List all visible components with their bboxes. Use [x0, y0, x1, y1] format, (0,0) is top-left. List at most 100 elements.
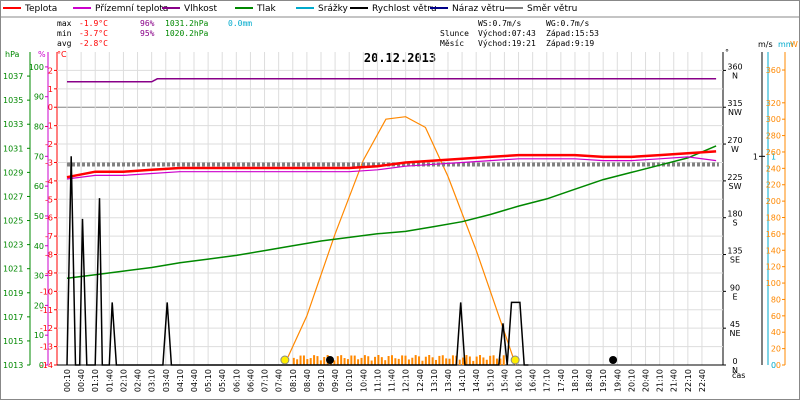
- solar-bar: [462, 357, 465, 365]
- solar-bar: [394, 358, 397, 365]
- x-tick-label: 11:40: [388, 369, 397, 392]
- pressure-line: [66, 145, 717, 280]
- pressure-tick-label: 1035: [3, 96, 23, 105]
- solar-bar: [363, 355, 366, 365]
- solar-bar: [323, 357, 326, 365]
- temperature-tick-label: -10: [40, 287, 53, 296]
- humidity-tick-label: 10: [34, 331, 44, 340]
- solar-bar: [407, 359, 410, 365]
- direction-tick-label: 45: [730, 320, 740, 329]
- temperature-tick-label: -8: [45, 251, 53, 260]
- solar-bar: [387, 356, 390, 365]
- solar-bar: [336, 356, 339, 365]
- stat-min-label: min: [57, 29, 72, 38]
- solar-bar: [411, 357, 414, 365]
- humidity-tick-label: 30: [34, 272, 44, 281]
- direction-tick-label: 270: [727, 136, 742, 145]
- direction-tick-label: 315: [727, 99, 742, 108]
- temperature-unit: °C: [57, 50, 67, 59]
- temperature-tick-label: 0: [48, 103, 53, 112]
- pressure-unit: hPa: [5, 50, 20, 59]
- sunset-marker: [510, 355, 520, 365]
- x-tick-label: 09:40: [331, 369, 340, 392]
- x-tick-label: 11:10: [373, 369, 382, 392]
- x-tick-label: 16:40: [529, 369, 538, 392]
- solar-bar: [357, 359, 360, 365]
- x-tick-label: 19:40: [613, 369, 622, 392]
- solar-bar: [492, 355, 495, 365]
- pressure-tick-label: 1025: [3, 217, 23, 226]
- solar-bar: [485, 359, 488, 365]
- temperature-tick-label: -4: [45, 177, 53, 186]
- pressure-tick-label: 1017: [3, 313, 23, 322]
- pressure-tick-label: 1019: [3, 289, 23, 298]
- x-tick-label: 08:10: [289, 369, 298, 392]
- rain-tick-label: 1: [771, 152, 776, 161]
- solar-bar: [353, 355, 356, 365]
- legend-bar: [0, 0, 800, 18]
- solar-tick-label: 20: [771, 345, 781, 354]
- solar-bar: [306, 359, 309, 365]
- solar-bar: [441, 355, 444, 365]
- solar-bar: [377, 355, 380, 365]
- x-tick-label: 06:10: [232, 369, 241, 392]
- solar-tick-label: 200: [766, 197, 781, 206]
- x-tick-label: 14:40: [472, 369, 481, 392]
- x-tick-label: 15:10: [486, 369, 495, 392]
- x-tick-label: 17:10: [543, 369, 552, 392]
- solar-bar: [374, 356, 377, 365]
- temperature-tick-label: -11: [40, 306, 53, 315]
- solar-bar: [316, 356, 319, 365]
- legend-label: Vlhkost: [184, 4, 217, 14]
- stat-max-hum: 96%: [140, 19, 155, 28]
- solar-tick-label: 180: [766, 214, 781, 223]
- solar-bar: [458, 359, 461, 365]
- moon-set: Západ:9:19: [546, 39, 594, 48]
- x-tick-label: 03:40: [162, 369, 171, 392]
- x-tick-label: 21:40: [670, 369, 679, 392]
- x-tick-label: 06:40: [246, 369, 255, 392]
- x-tick-label: 10:40: [359, 369, 368, 392]
- direction-tick-label: 0: [732, 357, 737, 366]
- x-tick-label: 20:10: [627, 369, 636, 392]
- x-tick-label: 13:10: [430, 369, 439, 392]
- solar-bar: [418, 356, 421, 365]
- solar-bar: [502, 355, 505, 365]
- humidity-tick-label: 0: [39, 361, 44, 370]
- temperature-tick-label: -1: [45, 122, 53, 131]
- stat-max-rain: 0.0mm: [228, 19, 252, 28]
- solar-bar: [472, 360, 475, 365]
- direction-unit: °: [725, 48, 729, 57]
- solar-tick-label: 0: [776, 361, 781, 370]
- direction-compass-label: NW: [728, 108, 742, 117]
- solar-bar: [414, 355, 417, 365]
- solar-tick-label: 300: [766, 115, 781, 124]
- moon-rise: Východ:19:21: [478, 39, 536, 48]
- wind-speed-info: WS:0.7m/s: [478, 19, 522, 28]
- humidity-tick-label: 70: [34, 152, 44, 161]
- humidity-tick-label: 100: [29, 63, 44, 72]
- solar-tick-label: 280: [766, 132, 781, 141]
- solar-tick-label: 260: [766, 148, 781, 157]
- solar-bar: [299, 355, 302, 365]
- humidity-unit: %: [38, 50, 46, 59]
- pressure-tick-label: 1023: [3, 241, 23, 250]
- solar-tick-label: 360: [766, 66, 781, 75]
- stat-avg-temp: -2.8°C: [79, 39, 108, 48]
- humidity-tick-label: 40: [34, 242, 44, 251]
- legend-label: Rychlost větru: [372, 4, 437, 14]
- chart-title: 20.12.2013: [364, 51, 436, 65]
- solar-tick-label: 320: [766, 99, 781, 108]
- solar-bar: [475, 356, 478, 365]
- x-tick-label: 13:40: [444, 369, 453, 392]
- x-tick-label: 04:10: [176, 369, 185, 392]
- solar-bar: [465, 355, 468, 365]
- x-tick-label: 03:10: [148, 369, 157, 392]
- solar-bar: [367, 356, 370, 365]
- solar-tick-label: 140: [766, 246, 781, 255]
- x-tick-label: 10:10: [345, 369, 354, 392]
- x-axis-label: čas: [732, 370, 745, 380]
- stat-max-press: 1031.2hPa: [165, 19, 209, 28]
- pressure-tick-label: 1031: [3, 144, 23, 153]
- solar-bar: [451, 355, 454, 365]
